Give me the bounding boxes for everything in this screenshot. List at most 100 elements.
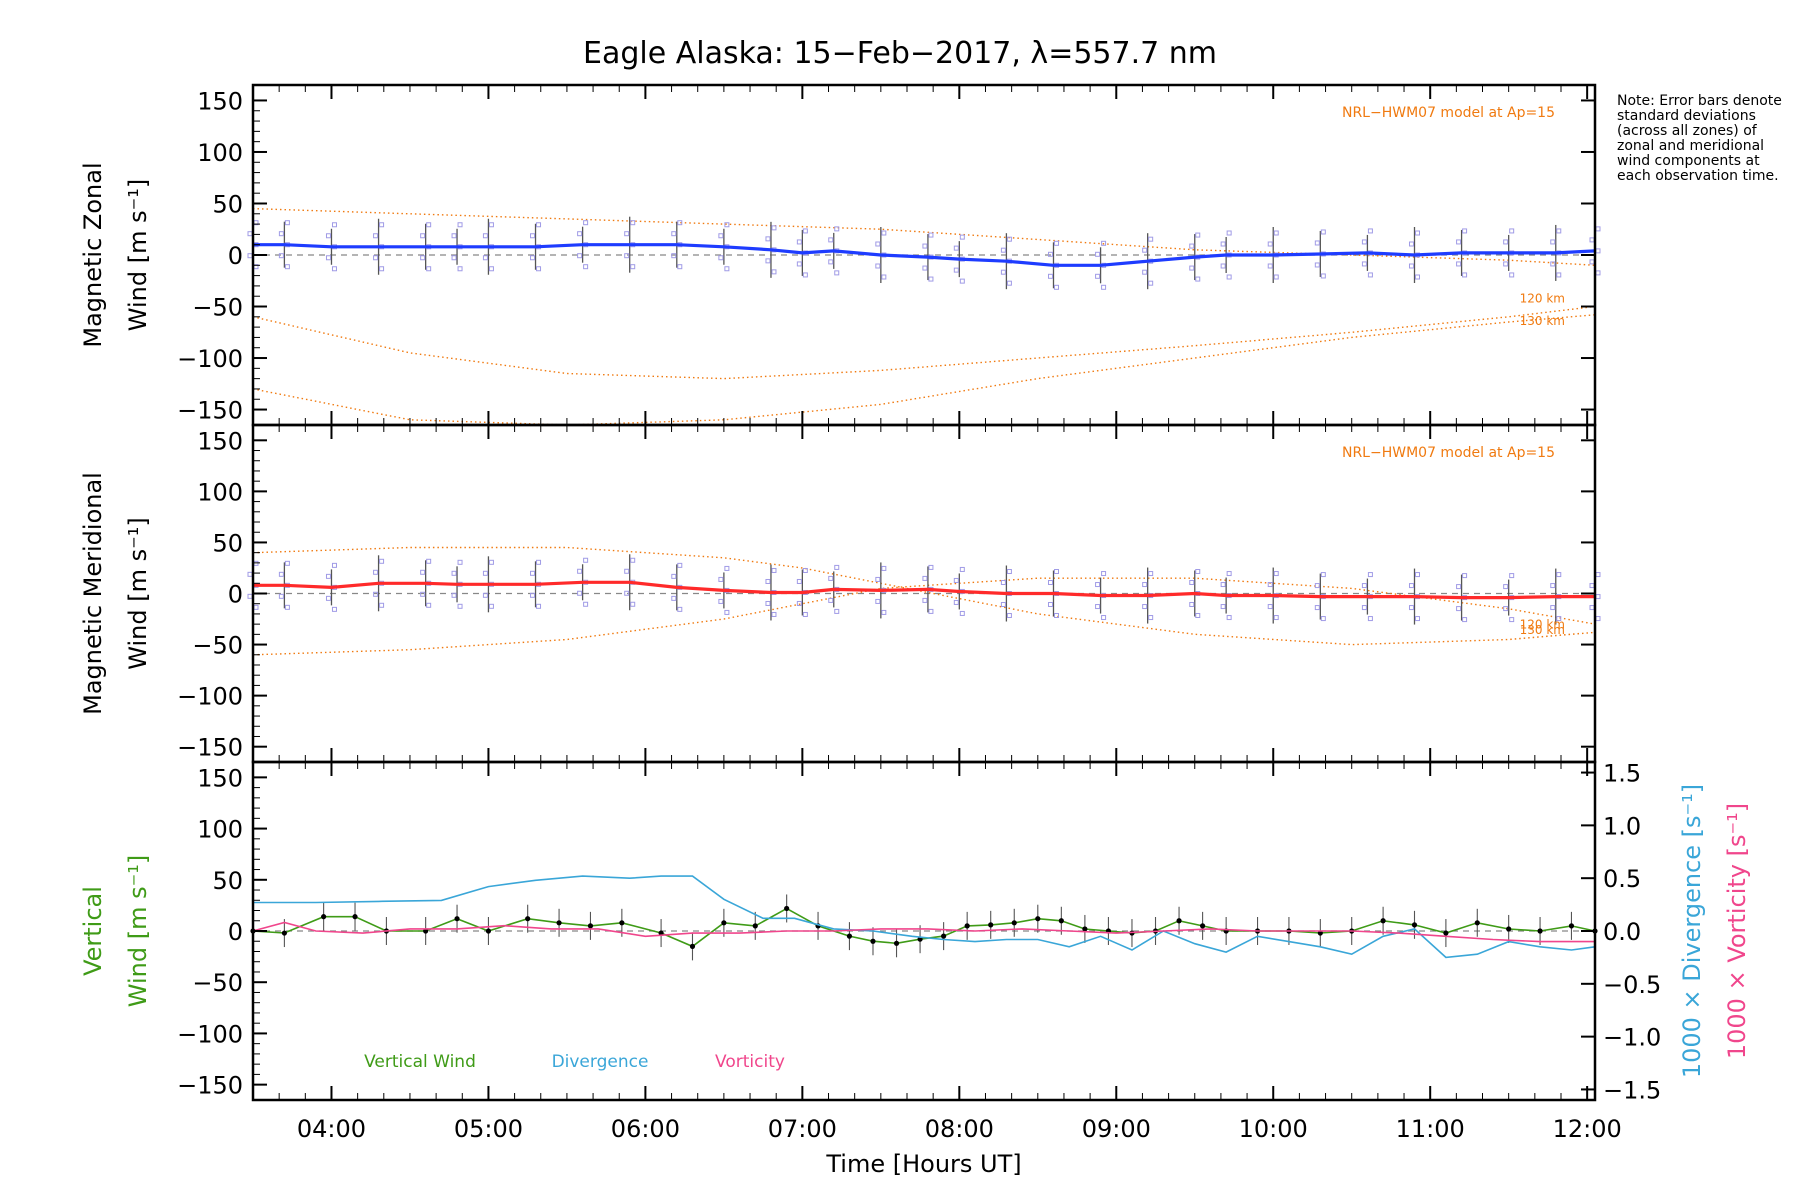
zone-sample [426,558,432,564]
zone-sample [1273,230,1279,236]
zone-sample [1142,247,1148,253]
zone-sample [1509,573,1515,579]
zone-sample [671,573,677,579]
zone-sample [426,602,432,608]
panel-vertical [250,875,1598,961]
zone-sample [1195,569,1201,574]
x-tick-label: 11:00 [1396,1115,1465,1143]
y-tick-label: 0 [228,242,243,270]
zone-sample [1414,230,1420,236]
zone-sample [488,603,494,609]
zone-sample [802,611,808,617]
zone-sample [482,233,488,239]
zone-sample [922,597,928,603]
divergence-axis-label: 1000 × Divergence [s⁻¹] [1678,784,1706,1078]
vertical-wind-point [1200,923,1206,929]
zone-sample [1550,605,1556,611]
panel-zonal [247,207,1601,426]
zone-sample [1320,273,1326,279]
zone-sample [325,255,331,261]
zone-sample [1361,261,1367,267]
zone-sample [1361,583,1367,589]
zone-sample [482,570,488,576]
y-tick-label: 100 [197,478,243,506]
zone-sample [1503,606,1509,612]
x-tick-label: 06:00 [611,1115,680,1143]
x-tick-label: 08:00 [925,1115,994,1143]
zone-sample [284,220,290,226]
zone-sample [928,564,934,570]
zone-sample [379,558,385,564]
vertical-wind-point [1537,928,1543,934]
zone-sample [1195,276,1201,282]
vertical-wind-point [1011,920,1017,926]
zone-sample [1142,269,1148,275]
zone-sample [488,559,494,565]
zone-sample [1101,284,1107,290]
zone-sample [802,272,808,278]
zone-sample [577,568,583,574]
y-tick-label: 100 [197,816,243,844]
zone-sample [1320,572,1326,578]
zone-sample [373,255,379,261]
zone-sample [953,245,959,251]
y-axis-label: Magnetic Zonal [79,162,107,347]
zone-sample [828,597,834,603]
zone-sample [796,578,802,584]
zone-sample [765,600,771,606]
zone-sample [1000,602,1006,607]
vertical-wind-point [870,938,876,944]
x-tick-label: 07:00 [768,1115,837,1143]
zone-sample [536,222,542,228]
zone-sample [677,220,683,226]
legend-item: Divergence [552,1052,649,1072]
zone-sample [1320,616,1326,622]
zone-sample [1047,273,1053,279]
legend-item: Vertical Wind [364,1052,476,1072]
zone-sample [1414,616,1420,622]
zone-sample [1006,280,1012,286]
zone-sample [922,265,928,271]
zone-sample [278,253,284,259]
model-label: NRL−HWM07 model at Ap=15 [1342,445,1555,461]
zone-sample [1550,583,1556,589]
zone-sample [530,255,536,261]
vertical-wind-point [1506,926,1512,932]
zone-sample [1047,580,1053,585]
zone-sample [1595,594,1601,600]
zone-sample [1226,230,1232,236]
zone-sample [583,557,589,563]
vertical-wind-point [1474,920,1480,926]
zone-sample [1000,247,1006,253]
y-tick-label: 0 [228,918,243,946]
vertical-wind-point [1380,918,1386,924]
zone-sample [624,568,630,574]
zone-sample [718,598,724,604]
zone-sample [1220,604,1226,610]
y2-tick-label: 0.5 [1603,865,1641,893]
zone-sample [1273,571,1279,577]
zone-sample [624,253,630,259]
zone-sample [671,253,677,259]
zone-sample [284,264,290,270]
zone-sample [1456,239,1462,245]
zone-sample [1095,251,1101,257]
zone-sample [1320,229,1326,235]
zone-sample [482,592,488,598]
y-tick-label: 100 [197,139,243,167]
y-tick-label: 50 [212,529,243,557]
zone-sample [875,241,881,247]
zone-sample [928,232,934,238]
zone-sample [796,600,802,606]
zone-sample [771,225,777,231]
y-tick-label: −100 [177,683,243,711]
zone-sample [1462,272,1468,278]
zone-sample [1556,572,1562,578]
zone-sample [583,601,589,607]
error-bar-note: Note: Error bars denote standard deviati… [1617,93,1782,184]
vertical-wind-point [1568,923,1575,929]
zone-sample [1503,261,1509,267]
model-curve [252,314,1596,426]
zone-sample [1095,582,1101,588]
zone-sample [1267,582,1273,588]
